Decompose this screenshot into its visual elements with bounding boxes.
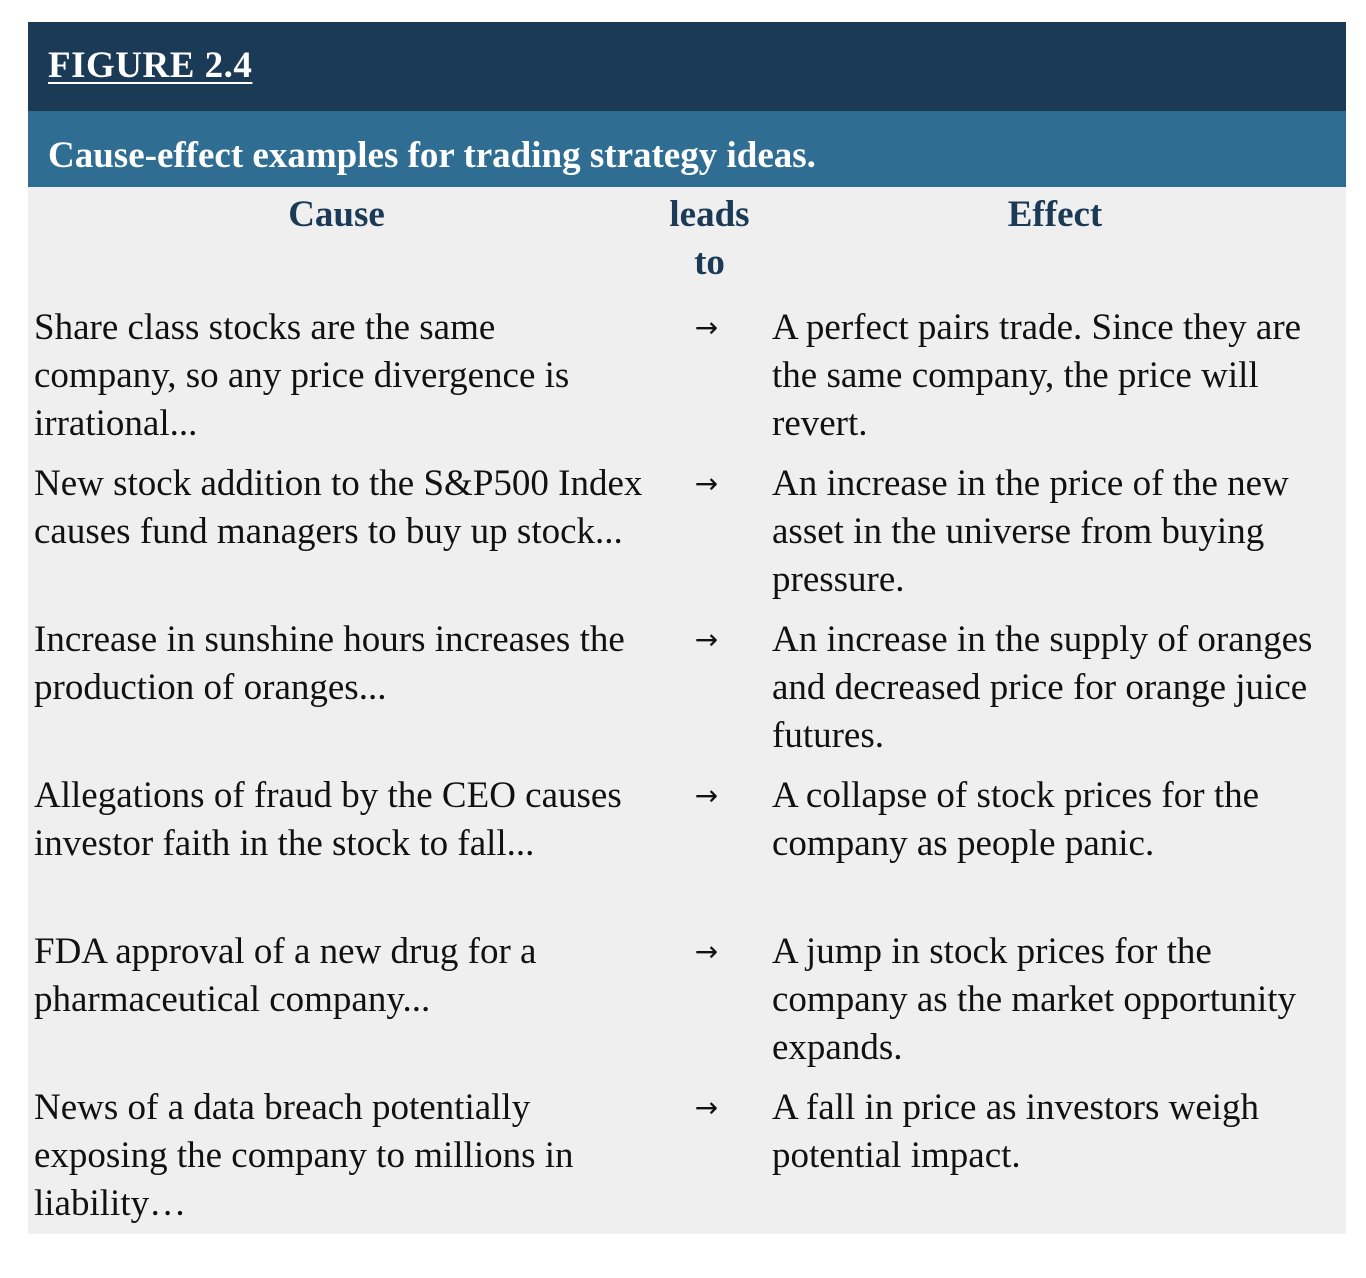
header-cause: Cause [288, 194, 385, 235]
table-header-row: Cause leads to Effect [28, 187, 1346, 294]
effect-cell: A collapse of stock prices for the compa… [772, 775, 1260, 864]
arrow-icon: → [694, 1091, 719, 1124]
header-effect: Effect [1007, 194, 1103, 235]
cause-cell: Share class stocks are the same company,… [34, 307, 570, 444]
figure: FIGURE 2.4 Cause-effect examples for tra… [28, 22, 1346, 1234]
table-row: New stock addition to the S&P500 Index c… [28, 450, 1346, 606]
cause-cell: Allegations of fraud by the CEO causes i… [34, 775, 622, 864]
effect-cell: An increase in the price of the new asse… [772, 463, 1289, 600]
table-row: FDA approval of a new drug for a pharmac… [28, 918, 1346, 1074]
arrow-icon: → [694, 467, 719, 500]
cause-cell: News of a data breach potentially exposi… [34, 1087, 574, 1224]
figure-caption-bar: Cause-effect examples for trading strate… [28, 111, 1346, 187]
table-row: Share class stocks are the same company,… [28, 294, 1346, 450]
table-row: Allegations of fraud by the CEO causes i… [28, 762, 1346, 918]
effect-cell: A fall in price as investors weigh poten… [772, 1087, 1260, 1176]
cause-effect-table: Cause leads to Effect Share class stocks… [28, 187, 1346, 1234]
cause-cell: New stock addition to the S&P500 Index c… [34, 463, 643, 552]
header-leads-to-text: leads to [669, 194, 750, 283]
header-leads-to: leads to [645, 187, 768, 294]
effect-cell: An increase in the supply of oranges and… [772, 619, 1313, 756]
figure-caption: Cause-effect examples for trading strate… [48, 135, 816, 176]
table-row: Increase in sunshine hours increases the… [28, 606, 1346, 762]
arrow-icon: → [694, 311, 719, 344]
arrow-icon: → [694, 935, 719, 968]
cause-cell: FDA approval of a new drug for a pharmac… [34, 931, 537, 1020]
table-row: News of a data breach potentially exposi… [28, 1074, 1346, 1234]
effect-cell: A jump in stock prices for the company a… [772, 931, 1297, 1068]
figure-header: FIGURE 2.4 [28, 22, 1346, 111]
cause-cell: Increase in sunshine hours increases the… [34, 619, 625, 708]
arrow-icon: → [694, 779, 719, 812]
effect-cell: A perfect pairs trade. Since they are th… [772, 307, 1302, 444]
figure-label: FIGURE 2.4 [48, 45, 253, 86]
arrow-icon: → [694, 623, 719, 656]
